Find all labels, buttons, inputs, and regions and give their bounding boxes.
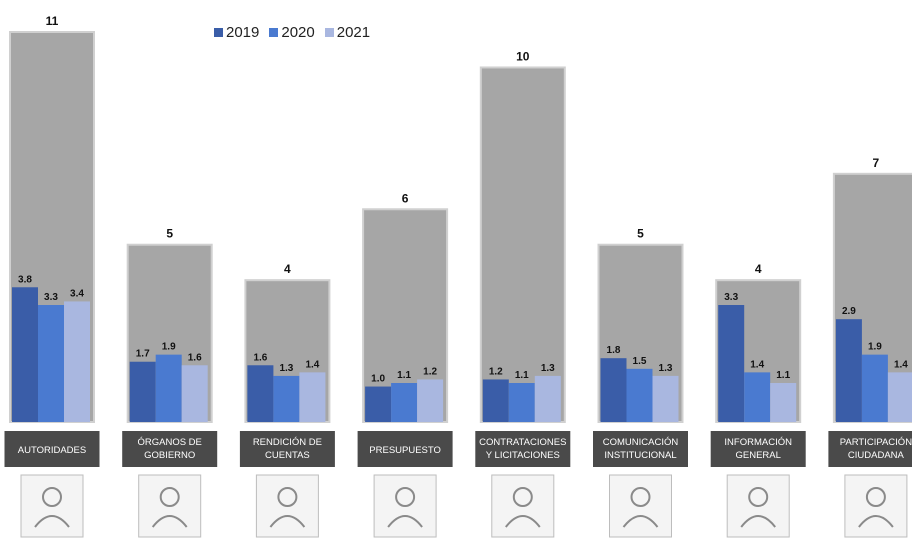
bar-2020 <box>626 368 653 422</box>
legend-label-2020: 2020 <box>281 24 315 41</box>
data-label-2020: 1.9 <box>868 342 882 353</box>
data-label-2019: 1.8 <box>607 345 621 356</box>
data-label-2019: 1.7 <box>136 349 150 360</box>
budget-calculator-icon <box>373 474 437 538</box>
information-icon <box>726 474 790 538</box>
category-label: ÓRGANOS DE <box>137 437 201 448</box>
bar-2019 <box>129 361 156 422</box>
data-label-2020: 1.1 <box>397 370 411 381</box>
category-label-box <box>593 431 688 467</box>
category-label: Y LICITACIONES <box>486 450 560 461</box>
category-label-box <box>475 431 571 467</box>
data-label-2019: 1.0 <box>371 374 385 385</box>
category-label: INFORMACIÓN <box>724 437 792 448</box>
data-label-2021: 1.4 <box>894 359 908 370</box>
data-label-2021: 3.4 <box>70 288 84 299</box>
total-label: 7 <box>873 156 880 170</box>
data-label-2020: 1.4 <box>750 359 764 370</box>
category-label: CIUDADANA <box>848 450 905 461</box>
total-label: 4 <box>755 262 762 276</box>
bar-2020 <box>38 305 64 422</box>
bar-2019 <box>718 305 745 422</box>
bar-2021 <box>181 365 208 422</box>
category-label: CUENTAS <box>265 450 310 461</box>
category-label: RENDICIÓN DE <box>253 437 322 448</box>
legend-label-2021: 2021 <box>336 24 371 41</box>
data-label-2020: 3.3 <box>44 292 58 303</box>
bar-2021 <box>534 375 561 422</box>
bar-2019 <box>482 379 509 422</box>
raised-hands-icon <box>844 474 908 538</box>
legend-item-2019: 2019 <box>214 24 259 41</box>
bar-2020 <box>273 375 300 422</box>
bar-2021 <box>64 301 90 422</box>
category-label: GENERAL <box>735 450 780 461</box>
data-label-2021: 1.1 <box>776 370 790 381</box>
category-label-box <box>357 431 453 467</box>
bar-2020 <box>508 383 535 422</box>
government-building-icon <box>138 474 202 538</box>
bar-2019 <box>600 358 627 422</box>
category-label: GOBIERNO <box>144 450 195 461</box>
total-label: 10 <box>516 49 530 63</box>
data-label-2020: 1.1 <box>515 370 529 381</box>
total-label: 4 <box>284 262 291 276</box>
data-label-2019: 3.3 <box>724 292 738 303</box>
bar-2021 <box>299 372 326 422</box>
category-label: PRESUPUESTO <box>369 445 441 456</box>
bar-2019 <box>247 365 274 422</box>
total-label: 5 <box>637 227 644 241</box>
presentation-board-icon <box>255 474 319 538</box>
data-label-2019: 3.8 <box>18 274 32 285</box>
data-label-2019: 1.2 <box>489 366 503 377</box>
legend-swatch-2020 <box>269 28 279 37</box>
bar-2019 <box>365 386 392 422</box>
bar-2019 <box>12 287 38 422</box>
data-label-2019: 1.6 <box>253 352 267 363</box>
data-label-2021: 1.6 <box>188 352 202 363</box>
data-label-2021: 1.3 <box>659 363 673 374</box>
legend-swatch-2021 <box>324 28 334 37</box>
category-label: AUTORIDADES <box>18 445 86 456</box>
total-label: 11 <box>46 14 59 28</box>
category-label-box <box>239 431 335 467</box>
total-label: 6 <box>402 191 409 205</box>
bar-2020 <box>155 354 182 422</box>
legend-label-2019: 2019 <box>226 24 260 41</box>
category-label: COMUNICACIÓN <box>603 437 679 448</box>
data-label-2021: 1.2 <box>423 366 437 377</box>
category-label: CONTRATACIONES <box>479 437 566 448</box>
bar-2020 <box>391 383 418 422</box>
speaker-at-podium-icon <box>20 474 84 538</box>
data-label-2020: 1.9 <box>162 342 176 353</box>
bar-2021 <box>887 372 912 422</box>
legend-item-2020: 2020 <box>269 24 315 41</box>
data-label-2020: 1.5 <box>633 356 647 367</box>
data-label-2020: 1.3 <box>279 363 293 374</box>
category-label-box <box>122 431 218 467</box>
handshake-icon <box>491 474 555 538</box>
data-label-2021: 1.4 <box>305 359 319 370</box>
bar-2021 <box>652 375 679 422</box>
data-label-2019: 2.9 <box>842 306 856 317</box>
legend: 2019 2020 2021 <box>214 24 370 41</box>
category-label: INSTITUCIONAL <box>604 450 676 461</box>
legend-swatch-2019 <box>214 28 223 37</box>
bar-2020 <box>744 372 771 422</box>
legend-item-2021: 2021 <box>324 24 371 41</box>
bar-2020 <box>861 354 888 422</box>
category-label-box <box>710 431 806 467</box>
total-label: 5 <box>166 227 173 241</box>
mail-envelope-icon <box>609 474 672 538</box>
category-label-box <box>4 431 100 467</box>
bar-2021 <box>417 379 444 422</box>
category-label-box <box>828 431 912 467</box>
category-label: PARTICIPACIÓN <box>840 437 912 448</box>
bar-2019 <box>835 319 862 422</box>
bar-2021 <box>770 383 797 422</box>
data-label-2021: 1.3 <box>541 363 555 374</box>
